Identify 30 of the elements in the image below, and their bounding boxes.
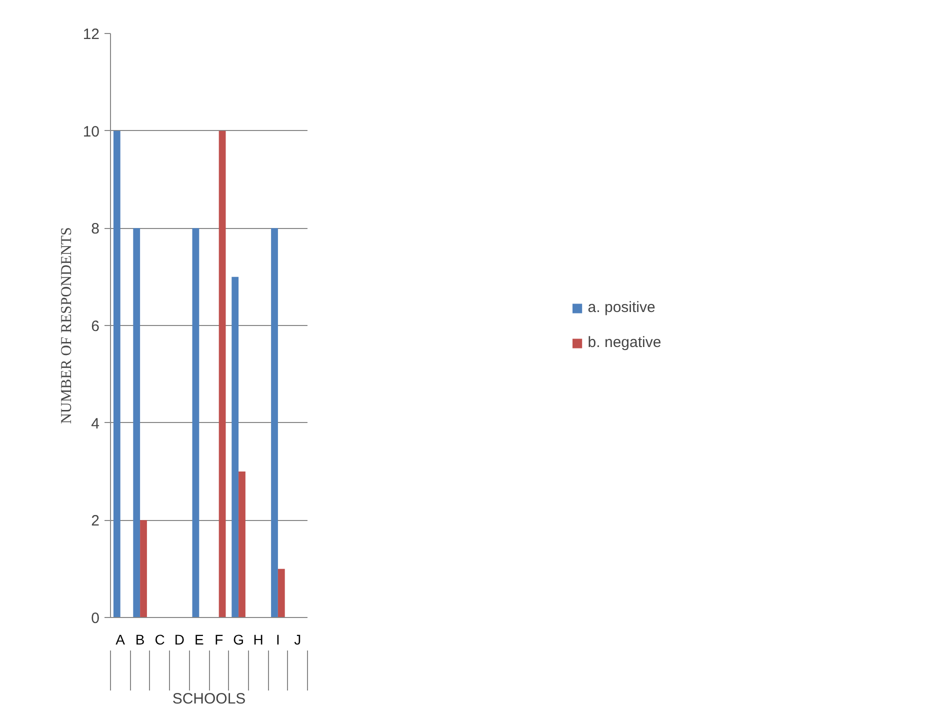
x-tick-label: A xyxy=(116,632,126,648)
bar xyxy=(232,276,239,618)
legend-label: b. negative xyxy=(588,334,662,351)
y-tick-label: 6 xyxy=(91,318,100,335)
x-tick-label: G xyxy=(233,632,244,648)
y-tick-label: 8 xyxy=(91,220,100,238)
y-axis-title: NUMBER OF RESPONDENTS xyxy=(58,227,75,424)
bar xyxy=(218,130,226,618)
x-tick-label: J xyxy=(294,632,302,648)
bar xyxy=(133,228,140,618)
y-tick-label: 4 xyxy=(91,415,100,432)
y-tick-label: 0 xyxy=(91,610,100,627)
y-tick-label: 12 xyxy=(82,26,100,43)
x-tick-label: H xyxy=(253,632,264,648)
bar xyxy=(140,520,147,618)
y-tick-label: 2 xyxy=(91,512,100,530)
bar xyxy=(238,472,246,618)
x-tick-label: I xyxy=(276,632,280,648)
x-tick-label: C xyxy=(154,632,165,648)
x-tick-label: E xyxy=(194,632,204,648)
x-tick-label: B xyxy=(135,632,145,648)
x-tick-label: F xyxy=(214,632,224,648)
bar xyxy=(271,228,278,618)
y-tick-label: 10 xyxy=(82,123,100,140)
bar xyxy=(192,228,200,618)
x-axis-title: SCHOOLS xyxy=(172,690,246,708)
bar xyxy=(278,568,285,618)
legend-label: a. positive xyxy=(588,299,656,316)
bar xyxy=(113,130,120,618)
x-tick-label: D xyxy=(174,632,185,648)
